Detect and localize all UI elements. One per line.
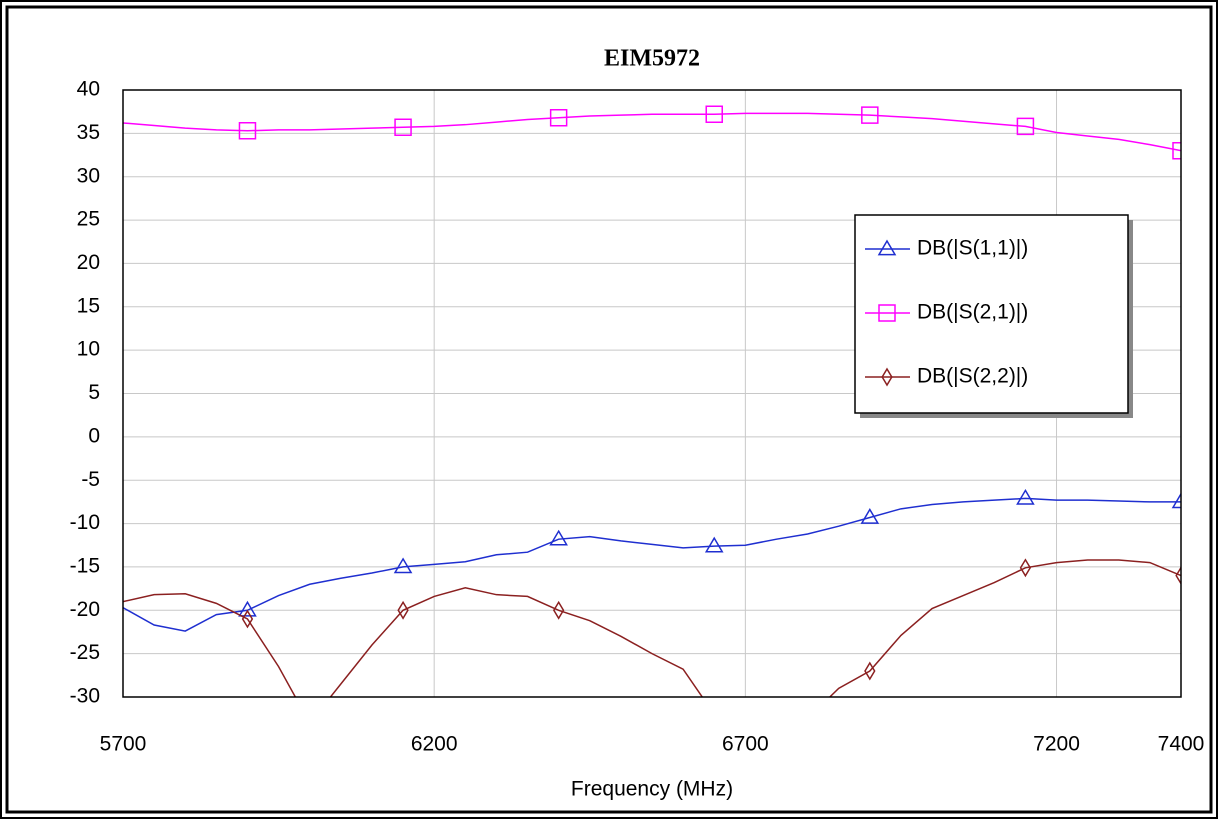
x-tick-label: 6200 <box>411 733 458 756</box>
inner-frame <box>5 5 1213 814</box>
x-tick-label: 7400 <box>1158 733 1205 756</box>
legend-label: DB(|S(1,1)|) <box>917 237 1028 260</box>
legend: DB(|S(1,1)|) DB(|S(2,1)|) DB(|S(2,2)|) <box>854 214 1133 418</box>
plot-border <box>122 89 1182 698</box>
marker <box>549 108 568 127</box>
marker <box>881 367 893 387</box>
x-axis-label: Frequency (MHz) <box>571 778 733 801</box>
marker <box>238 600 257 617</box>
marker <box>860 508 880 524</box>
y-tick-label: -30 <box>70 685 100 708</box>
marker <box>552 600 565 620</box>
marker <box>1019 558 1032 578</box>
marker <box>709 706 719 722</box>
series-line <box>123 559 1181 697</box>
marker <box>861 106 879 124</box>
y-tick-label: -25 <box>70 641 100 664</box>
series-line <box>123 497 1181 632</box>
marker <box>1016 117 1035 136</box>
marker <box>1172 141 1181 160</box>
y-tick-label: 15 <box>77 294 100 317</box>
marker <box>394 118 412 137</box>
legend-box <box>854 214 1129 414</box>
y-tick-label: 35 <box>77 121 100 144</box>
marker <box>1175 566 1181 586</box>
plot-lines <box>123 105 1181 722</box>
marker <box>877 239 897 256</box>
y-tick-label: 10 <box>77 338 100 361</box>
y-tick-label: 5 <box>88 381 100 404</box>
marker <box>1016 488 1035 505</box>
y-tick-label: 40 <box>77 78 100 101</box>
marker <box>397 600 409 620</box>
y-tick-label: 0 <box>88 424 100 447</box>
legend-label: DB(|S(2,1)|) <box>917 301 1028 324</box>
marker <box>238 122 257 140</box>
x-tick-label: 6700 <box>722 733 769 756</box>
marker <box>878 304 896 322</box>
legend-label: DB(|S(2,2)|) <box>917 365 1028 388</box>
y-tick-label: 20 <box>77 251 100 274</box>
x-tick-label: 5700 <box>100 733 147 756</box>
marker <box>704 536 724 553</box>
y-tick-label: -10 <box>70 511 100 534</box>
marker <box>1171 492 1181 509</box>
y-tick-label: -15 <box>70 554 100 577</box>
series-line <box>123 112 1181 152</box>
marker <box>241 609 254 629</box>
marker <box>393 557 413 574</box>
chart-title: EIM5972 <box>604 46 700 72</box>
y-tick-label: 30 <box>77 164 100 187</box>
y-tick-label: -20 <box>70 598 100 621</box>
marker <box>705 105 723 124</box>
y-tick-label: -5 <box>81 468 100 491</box>
y-tick-label: 25 <box>77 208 100 231</box>
marker <box>549 529 568 546</box>
marker <box>864 661 876 681</box>
x-tick-label: 7200 <box>1033 733 1080 756</box>
